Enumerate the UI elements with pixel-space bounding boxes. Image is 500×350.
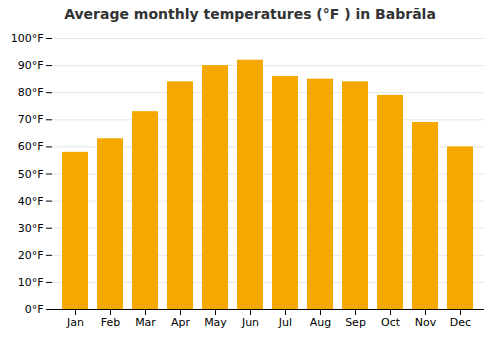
svg-text:20°F: 20°F — [18, 249, 44, 262]
svg-text:80°F: 80°F — [18, 86, 44, 99]
html-text:Average monthly temperatures (: Average monthly temperatures (°F ) in Ba… — [64, 6, 436, 22]
svg-text:Sep: Sep — [345, 316, 366, 329]
svg-text:Feb: Feb — [101, 316, 120, 329]
svg-text:Jan: Jan — [66, 316, 84, 329]
svg-text:Apr: Apr — [171, 316, 191, 329]
svg-text:100°F: 100°F — [11, 32, 44, 45]
svg-text:30°F: 30°F — [18, 222, 44, 235]
svg-text:50°F: 50°F — [18, 168, 44, 181]
svg-text:90°F: 90°F — [18, 59, 44, 72]
svg-text:Jun: Jun — [241, 316, 259, 329]
svg-text:10°F: 10°F — [18, 276, 44, 289]
svg-text:Nov: Nov — [415, 316, 437, 329]
svg-text:0°F: 0°F — [25, 303, 44, 316]
svg-text:60°F: 60°F — [18, 140, 44, 153]
svg-text:May: May — [204, 316, 227, 329]
svg-text:Jul: Jul — [278, 316, 292, 329]
svg-text:Aug: Aug — [310, 316, 331, 329]
svg-text:40°F: 40°F — [18, 195, 44, 208]
svg-text:Mar: Mar — [135, 316, 156, 329]
svg-text:Dec: Dec — [450, 316, 471, 329]
svg-text:70°F: 70°F — [18, 113, 44, 126]
svg-text:Oct: Oct — [381, 316, 401, 329]
